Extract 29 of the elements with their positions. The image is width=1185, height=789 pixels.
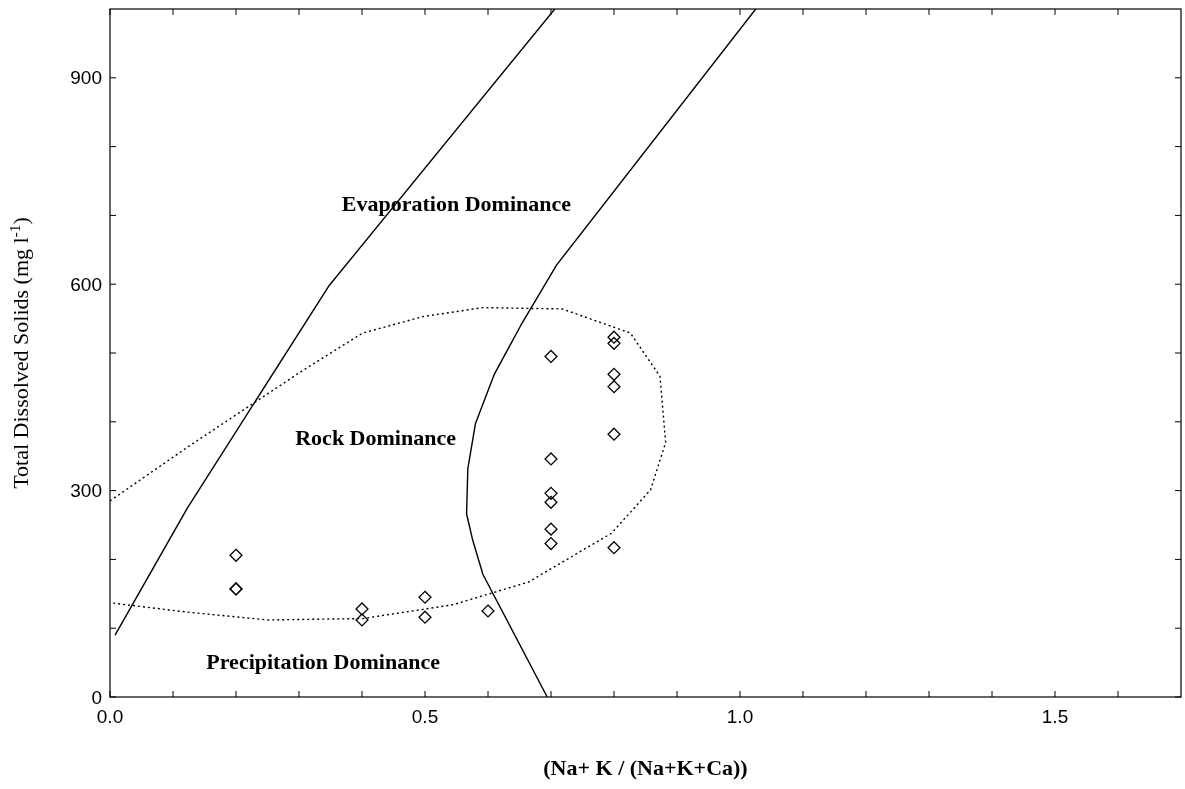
point — [544, 349, 558, 364]
y-tick-label: 300 — [70, 480, 102, 502]
point — [355, 602, 369, 616]
x-tick-label: 1.0 — [726, 706, 754, 727]
point — [607, 541, 621, 555]
x-tick-label: 0.5 — [411, 706, 439, 727]
point — [607, 380, 621, 394]
point — [607, 367, 621, 381]
point — [418, 590, 432, 604]
point — [607, 427, 621, 441]
point — [481, 604, 495, 618]
point — [418, 610, 432, 624]
x-tick-label: 0.0 — [96, 706, 124, 727]
point — [607, 330, 621, 344]
point — [229, 548, 243, 562]
point — [544, 495, 558, 509]
annotation: Rock Dominance — [295, 424, 457, 450]
point — [355, 613, 369, 627]
y-tick-label: 900 — [70, 67, 102, 89]
y-tick-label: 0 — [91, 686, 102, 708]
x-tick-label: 1.5 — [1041, 706, 1069, 727]
point — [544, 452, 558, 466]
annotation: Precipitation Dominance — [206, 648, 441, 674]
point — [607, 336, 621, 350]
y-tick-label: 600 — [70, 273, 102, 295]
point — [544, 536, 558, 551]
x-axis-title: (Na+ K / (Na+K+Ca)) — [543, 755, 748, 780]
point — [544, 522, 558, 536]
point — [544, 486, 558, 500]
